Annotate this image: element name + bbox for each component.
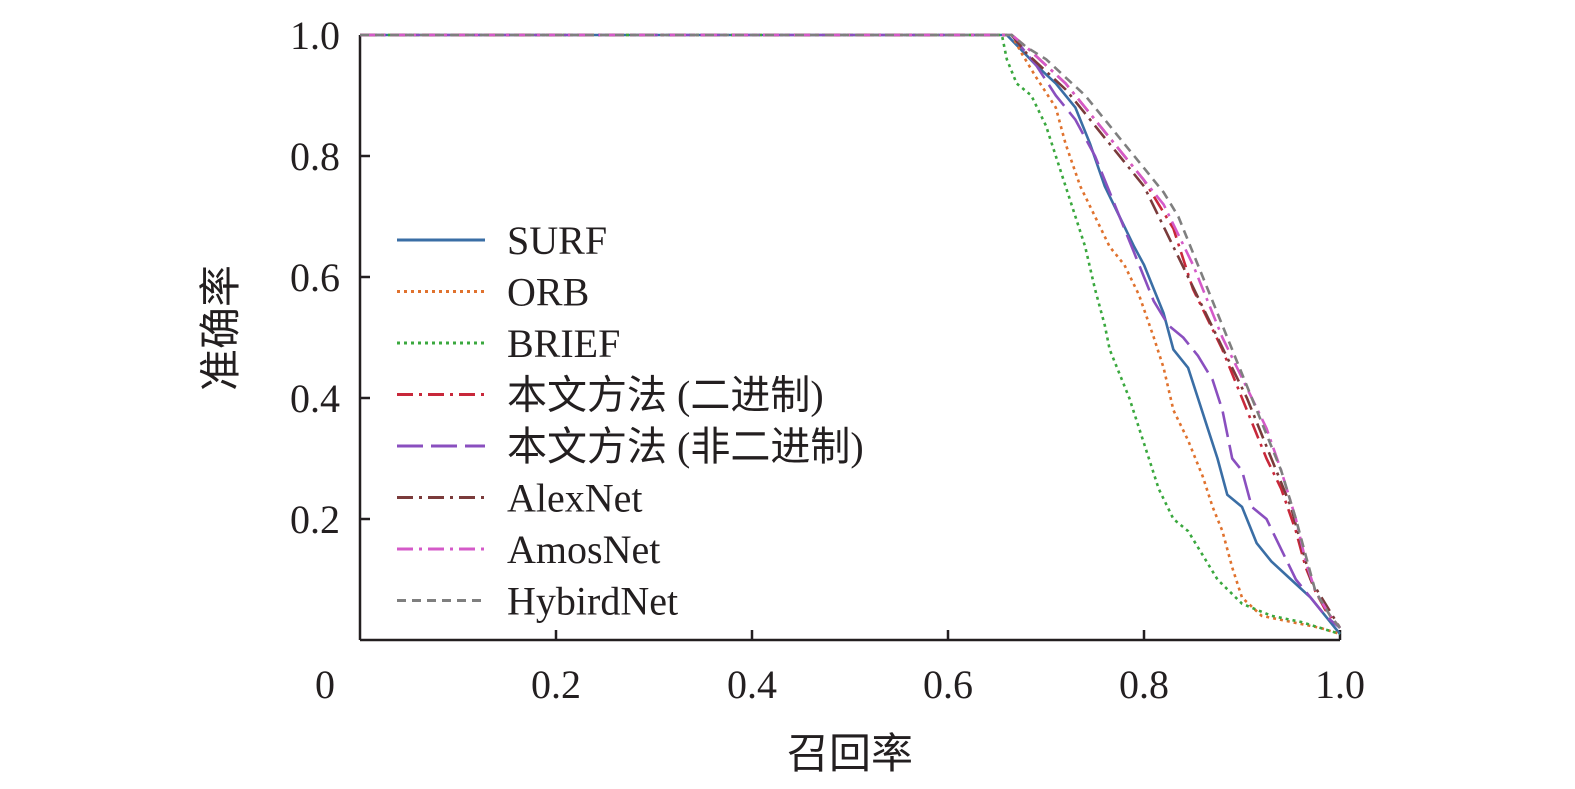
series-line-0	[360, 33, 1342, 635]
legend-label-0: SURF	[507, 218, 607, 263]
plot-area	[358, 35, 1340, 642]
legend-label-7: HybirdNet	[507, 579, 678, 624]
x-tick-label: 0.4	[727, 662, 777, 707]
x-tick-label: 0.6	[923, 662, 973, 707]
series-line-4	[360, 33, 1341, 629]
series-layer	[360, 33, 1342, 636]
y-tick-label: 0.2	[290, 497, 340, 542]
x-tick-label: 1.0	[1315, 662, 1365, 707]
axis-ticks: 0 0.2 0.4 0.6 0.8 1.0 0.2 0.4 0.6 0.8 1.0	[290, 13, 1365, 707]
legend-label-6: AmosNet	[507, 527, 660, 572]
legend-label-3: 本文方法 (二进制)	[507, 373, 824, 418]
legend: SURF ORB BRIEF 本文方法 (二进制) 本文方法 (非二进制) AlexNet…	[397, 218, 864, 624]
y-tick-label: 0.8	[290, 134, 340, 179]
legend-label-5: AlexNet	[507, 476, 643, 521]
x-tick-label: 0	[315, 662, 335, 707]
y-tick-label: 0.4	[290, 376, 340, 421]
x-tick-label: 0.2	[531, 662, 581, 707]
series-line-7	[360, 33, 1342, 629]
y-tick-label: 0.6	[290, 255, 340, 300]
legend-label-1: ORB	[507, 270, 589, 315]
series-line-6	[360, 33, 1342, 629]
y-tick-label: 1.0	[290, 13, 340, 58]
x-tick-label: 0.8	[1119, 662, 1169, 707]
series-line-1	[360, 33, 1341, 636]
x-axis-title: 召回率	[787, 731, 913, 778]
legend-label-4: 本文方法 (非二进制)	[507, 424, 864, 469]
legend-label-2: BRIEF	[507, 321, 620, 366]
series-line-5	[360, 33, 1342, 629]
y-axis-title: 准确率	[198, 265, 245, 391]
